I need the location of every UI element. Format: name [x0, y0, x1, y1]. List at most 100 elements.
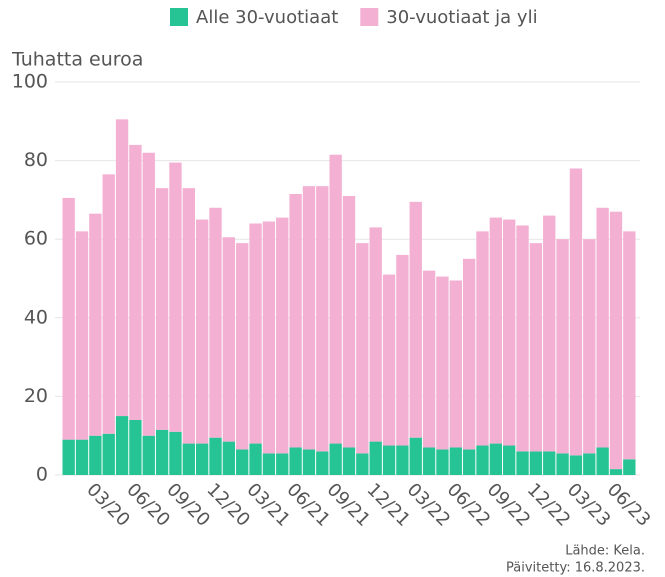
bar-segment: [409, 437, 422, 475]
x-tick-label: 12/20: [202, 479, 254, 531]
bar-segment: [276, 217, 289, 454]
x-tick-label: 06/23: [603, 479, 655, 531]
bar-segment: [195, 219, 209, 444]
legend-label: Alle 30-vuotiaat: [196, 7, 338, 28]
bar-segment: [543, 215, 556, 452]
bar-segment: [569, 455, 583, 475]
bar-segment: [422, 447, 436, 475]
x-tick-label: 09/21: [323, 479, 375, 531]
bar-segment: [329, 443, 342, 475]
bar-segment: [596, 447, 609, 475]
bar-segment: [129, 419, 142, 475]
bar-segment: [489, 443, 503, 475]
bar-segment: [543, 451, 556, 475]
bar-segment: [182, 443, 195, 475]
y-tick-label: 80: [24, 149, 48, 171]
bar-segment: [356, 453, 369, 475]
y-tick-label: 40: [24, 306, 48, 328]
bar-segment: [609, 211, 623, 470]
x-tick-label: 03/22: [403, 479, 455, 531]
y-axis-label: Tuhatta euroa: [11, 49, 143, 71]
bar-segment: [623, 459, 636, 475]
bar-segment: [209, 437, 222, 475]
x-tick-label: 06/20: [122, 479, 174, 531]
bar-segment: [222, 441, 236, 475]
bar-segment: [316, 186, 329, 452]
bar-segment: [342, 195, 356, 448]
bar-segment: [569, 168, 583, 456]
bar-segment: [462, 449, 476, 475]
bar-segment: [155, 188, 169, 430]
bar-segment: [102, 433, 115, 475]
x-tick-label: 12/22: [523, 479, 575, 531]
bar-segment: [222, 237, 236, 442]
bar-segment: [409, 201, 422, 438]
bar-segment: [329, 154, 342, 444]
bar-segment: [529, 243, 543, 452]
bar-segment: [556, 239, 569, 454]
legend-label: 30-vuotiaat ja yli: [386, 7, 537, 28]
bar-segment: [449, 280, 462, 448]
bar-segment: [62, 439, 75, 475]
bar-segment: [89, 213, 102, 436]
bar-segment: [236, 243, 249, 450]
bar-segment: [449, 447, 462, 475]
legend-swatch: [360, 8, 379, 26]
bar-segment: [169, 431, 182, 475]
bar-segment: [129, 144, 142, 420]
bar-segment: [422, 270, 436, 448]
bar-segment: [516, 225, 529, 452]
bar-segment: [369, 227, 382, 442]
x-tick-label: 06/22: [443, 479, 495, 531]
bar-segment: [262, 453, 276, 475]
bar-segment: [476, 231, 489, 446]
bar-segment: [316, 451, 329, 475]
bar-segment: [102, 174, 115, 434]
updated: Päivitetty: 16.8.2023.: [506, 561, 645, 576]
bar-segment: [249, 223, 262, 444]
bar-segment: [302, 449, 316, 475]
bar-segment: [462, 258, 476, 450]
bar-segment: [262, 221, 276, 454]
bar-segment: [503, 219, 516, 446]
bar-segment: [75, 231, 89, 440]
bar-segment: [396, 254, 409, 446]
bar-segment: [476, 445, 489, 475]
bar-segment: [209, 207, 222, 438]
bar-segment: [623, 231, 636, 460]
bar-segment: [529, 451, 543, 475]
bar-segment: [556, 453, 569, 475]
bar-segment: [436, 276, 449, 450]
bar-segment: [142, 435, 155, 475]
bar-segment: [115, 119, 129, 417]
bar-segment: [396, 445, 409, 475]
x-tick-label: 03/21: [242, 479, 294, 531]
bar-segment: [583, 239, 596, 454]
bar-segment: [115, 416, 129, 475]
bar-segment: [503, 445, 516, 475]
bar-segment: [382, 274, 396, 446]
bar-segment: [236, 449, 249, 475]
bar-segment: [369, 441, 382, 475]
bar-segment: [75, 439, 89, 475]
x-tick-label: 09/22: [483, 479, 535, 531]
bar-segment: [436, 449, 449, 475]
bar-segment: [609, 469, 623, 475]
bar-segment: [142, 152, 155, 436]
bar-segment: [583, 453, 596, 475]
bar-segment: [62, 197, 75, 440]
y-tick-label: 0: [36, 464, 48, 486]
bar-segment: [596, 207, 609, 448]
bar-segment: [89, 435, 102, 475]
bar-segment: [382, 445, 396, 475]
bar-segment: [516, 451, 529, 475]
bar-segment: [195, 443, 209, 475]
bar-segment: [182, 188, 195, 444]
bar-segment: [342, 447, 356, 475]
bar-segment: [289, 194, 302, 448]
y-tick-label: 100: [12, 71, 48, 93]
x-tick-label: 09/20: [162, 479, 214, 531]
bar-segment: [289, 447, 302, 475]
bar-segment: [276, 453, 289, 475]
